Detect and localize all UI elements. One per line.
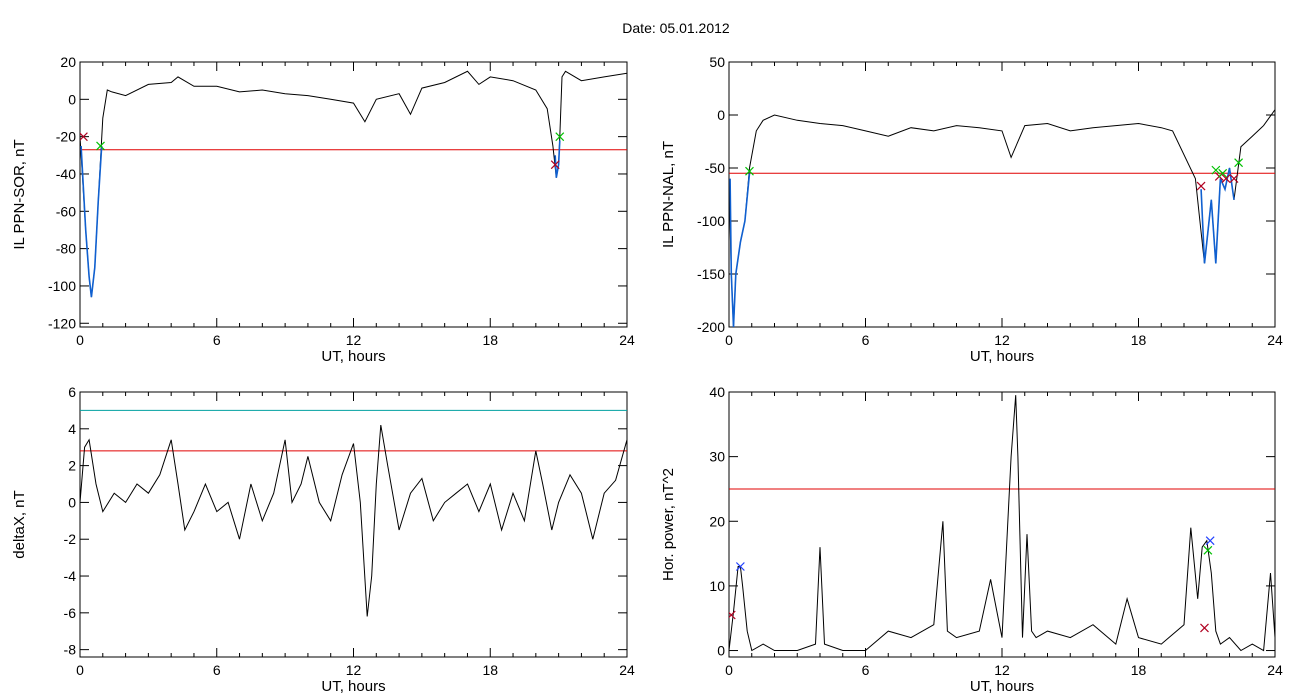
plot-frame-nal [728,61,1276,328]
plot-area-deltax [80,409,627,617]
highlight-segment [729,173,751,327]
highlight-segment [554,140,561,178]
x-tick-label-sor: 0 [76,332,84,348]
x-tick-label-deltax: 24 [619,662,635,678]
y-tick-label-power: 20 [709,513,725,529]
x-tick-label-nal: 18 [1131,332,1147,348]
y-tick-label-sor: -20 [56,129,76,145]
marker [1205,536,1215,546]
x-tick-label-power: 12 [994,662,1010,678]
x-axis-label-sor: UT, hours [321,348,385,365]
x-tick-label-deltax: 6 [213,662,221,678]
y-tick-label-nal: 50 [709,54,725,70]
plot-frame-sor [79,61,628,328]
series-line [729,395,1275,652]
y-tick-label-deltax: 4 [68,421,76,437]
x-axis-label-deltax: UT, hours [321,678,385,695]
x-tick-label-deltax: 0 [76,662,84,678]
marker [1200,623,1209,633]
x-tick-label-power: 0 [725,662,733,678]
panel-deltax: 0 6 12 18 24 6 4 2 0 -2 -4 -6 -8 UT, hours deltaX, nT [11,384,635,695]
x-tick-label-sor: 18 [482,332,498,348]
plot-frame-power [728,391,1276,658]
x-tick-label-power: 18 [1131,662,1147,678]
y-axis-label-sor: IL PPN-SOR, nT [11,139,28,249]
y-tick-label-power: 10 [709,578,725,594]
marker [1229,174,1239,184]
y-tick-label-nal: -150 [697,266,725,282]
y-tick-label-deltax: 0 [68,494,76,510]
y-tick-label-nal: 0 [717,107,725,123]
marker [550,160,560,170]
y-tick-label-sor: -80 [56,241,76,257]
y-tick-label-deltax: -8 [64,642,77,658]
x-tick-label-deltax: 12 [346,662,362,678]
y-tick-label-sor: -60 [56,203,76,219]
x-tick-label-nal: 0 [725,332,733,348]
marker [555,132,565,142]
x-tick-label-power: 6 [862,662,870,678]
series-line [729,109,1275,327]
y-tick-label-sor: -120 [48,315,76,331]
highlight-segment [1200,167,1235,264]
plot-area-nal [729,109,1275,327]
y-tick-label-sor: -100 [48,278,76,294]
x-tick-label-deltax: 18 [482,662,498,678]
series-line [80,425,627,617]
y-tick-label-nal: -200 [697,319,725,335]
y-tick-label-deltax: 2 [68,458,76,474]
y-axis-label-deltax: deltaX, nT [11,490,28,558]
y-tick-label-deltax: 6 [68,384,76,400]
marker [729,610,736,620]
panel-sor: 0 6 12 18 24 20 0 -20 -40 -60 -80 -100 -120 UT, hours… [11,54,635,365]
date-label: Date: 05.01.2012 [622,20,730,36]
y-axis-label-power: Hor. power, nT^2 [660,468,677,581]
y-axis-label-nal: IL PPN-NAL, nT [660,141,677,248]
x-axis-label-power: UT, hours [970,678,1034,695]
marker [1234,158,1244,168]
y-tick-label-sor: 0 [68,91,76,107]
x-tick-label-sor: 12 [346,332,362,348]
x-tick-label-nal: 24 [1267,332,1283,348]
y-tick-label-deltax: -6 [64,605,77,621]
marker [1218,168,1228,178]
marker [96,141,105,151]
marker [1221,174,1231,184]
panel-power: 0 6 12 18 24 40 30 20 10 0 UT, hours Hor. power, nT… [660,384,1283,695]
y-tick-label-deltax: -2 [64,531,77,547]
plot-area-sor [80,70,627,298]
plot-frame-deltax [79,391,628,658]
marker [1203,545,1213,555]
x-tick-label-nal: 6 [862,332,870,348]
y-tick-label-power: 30 [709,449,725,465]
marker [1196,181,1206,191]
y-tick-label-sor: 20 [60,54,76,70]
y-tick-label-deltax: -4 [64,568,77,584]
x-tick-label-sor: 6 [213,332,221,348]
y-tick-label-nal: -100 [697,213,725,229]
y-tick-label-nal: -50 [705,160,725,176]
marker [80,132,88,142]
y-tick-label-sor: -40 [56,166,76,182]
highlight-segment [80,145,103,298]
x-tick-label-nal: 12 [994,332,1010,348]
y-tick-label-power: 0 [717,643,725,659]
y-tick-label-power: 40 [709,384,725,400]
marker [745,166,754,176]
marker [735,562,745,571]
plot-area-power [729,395,1275,652]
series-line [80,70,627,298]
marker [1211,165,1221,175]
x-axis-label-nal: UT, hours [970,348,1034,365]
x-tick-label-power: 24 [1267,662,1283,678]
panel-nal: 0 6 12 18 24 50 0 -50 -100 -150 -200 UT, hours IL PP… [660,54,1283,365]
x-tick-label-sor: 24 [619,332,635,348]
